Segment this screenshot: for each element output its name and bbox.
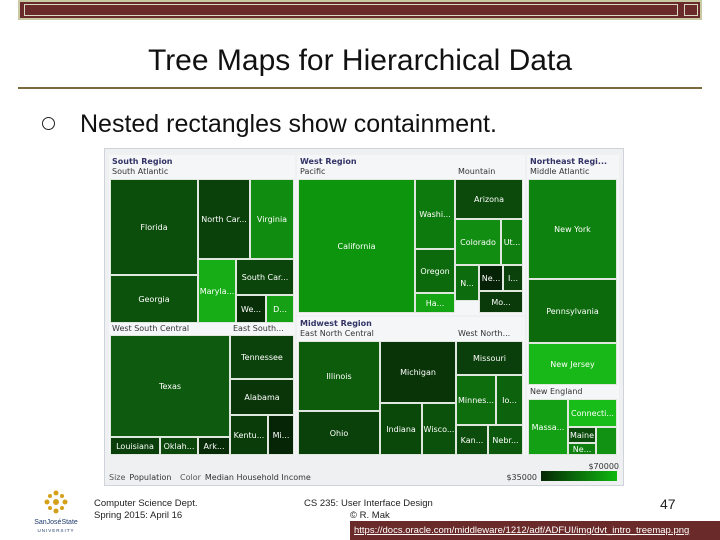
cell-north-carolina[interactable]: North Car... (198, 179, 250, 259)
title-bar-inner (24, 4, 678, 16)
legend-min: $35000 (506, 473, 537, 482)
region-northeast: Northeast Regi... Middle Atlantic New Yo… (527, 155, 619, 455)
subregion-south-atlantic: South Atlantic (112, 167, 169, 176)
subregion-pacific: Pacific (300, 167, 326, 176)
cell-arizona[interactable]: Arizona (455, 179, 523, 219)
cell-florida[interactable]: Florida (110, 179, 198, 275)
region-midwest: Midwest Region East North Central West N… (297, 317, 525, 455)
bullet-icon (42, 117, 55, 130)
subregion-east-north-central: East North Central (300, 329, 374, 338)
footer-left-1: Computer Science Dept. (94, 498, 198, 509)
cell-louisiana[interactable]: Louisiana (110, 437, 160, 455)
subregion-middle-atlantic: Middle Atlantic (530, 167, 590, 176)
region-west: West Region Pacific Mountain California … (297, 155, 525, 315)
cell-tennessee[interactable]: Tennessee (230, 335, 294, 379)
cell-massachusetts[interactable]: Massa... (528, 399, 568, 455)
cell-i[interactable]: I... (503, 265, 523, 291)
legend-max: $70000 (588, 462, 619, 471)
cell-connecticut[interactable]: Connecti... (568, 399, 617, 427)
subregion-new-england: New England (530, 387, 583, 396)
cell-illinois[interactable]: Illinois (298, 341, 380, 411)
footer-left-2: Spring 2015: April 16 (94, 510, 183, 521)
cell-mo2[interactable]: Mo... (479, 291, 523, 313)
cell-hawaii[interactable]: Ha... (415, 293, 455, 313)
cell-we[interactable]: We... (236, 295, 266, 323)
logo-text-2: UNIVERSITY (37, 528, 74, 533)
legend-color-value: Median Household Income (204, 473, 311, 482)
legend-gradient (541, 471, 617, 481)
cell-maryland[interactable]: Maryla... (198, 259, 236, 323)
treemap-legend: Size Population Color Median Household Inc… (109, 473, 317, 482)
subregion-west-south-central: West South Central (112, 324, 190, 333)
cell-iowa[interactable]: Io... (496, 375, 523, 425)
sjsu-logo: SanJoséState UNIVERSITY (34, 490, 78, 533)
legend-size-label: Size (109, 473, 126, 482)
cell-n[interactable]: N... (455, 265, 479, 301)
title-rule (18, 87, 702, 89)
region-south-label: South Region (112, 157, 173, 166)
footer-center-1: CS 235: User Interface Design (304, 498, 433, 509)
cell-texas[interactable]: Texas (110, 335, 230, 437)
cell-ne2[interactable]: Ne... (568, 443, 596, 455)
footer-center-2: © R. Mak (350, 510, 390, 521)
cell-vermont[interactable] (596, 427, 617, 455)
legend-size-value: Population (129, 473, 172, 482)
cell-mississippi[interactable]: Mi... (268, 415, 294, 455)
cell-ne[interactable]: Ne... (479, 265, 503, 291)
bullet-text: Nested rectangles show containment. (80, 110, 497, 138)
title-bar-square (684, 4, 698, 16)
cell-colorado[interactable]: Colorado (455, 219, 501, 265)
cell-new-jersey[interactable]: New Jersey (528, 343, 617, 385)
cell-pennsylvania[interactable]: Pennsylvania (528, 279, 617, 343)
legend-color-label: Color (180, 473, 201, 482)
cell-ohio[interactable]: Ohio (298, 411, 380, 455)
logo-text-1: SanJoséState (34, 519, 78, 526)
subregion-east-south: East South... (233, 324, 284, 333)
source-url-link[interactable]: https://docs.oracle.com/middleware/1212/… (350, 521, 720, 540)
cell-south-carolina[interactable]: South Car... (236, 259, 294, 295)
cell-d[interactable]: D... (266, 295, 294, 323)
cell-california[interactable]: California (298, 179, 415, 313)
cell-washington[interactable]: Washi... (415, 179, 455, 249)
cell-wisconsin[interactable]: Wisco... (422, 403, 456, 455)
region-west-label: West Region (300, 157, 357, 166)
cell-indiana[interactable]: Indiana (380, 403, 422, 455)
cell-georgia[interactable]: Georgia (110, 275, 198, 323)
cell-missouri[interactable]: Missouri (456, 341, 523, 375)
cell-michigan[interactable]: Michigan (380, 341, 456, 403)
region-northeast-label: Northeast Regi... (530, 157, 608, 166)
cell-maine[interactable]: Maine (568, 427, 596, 443)
subregion-mountain: Mountain (458, 167, 496, 176)
cell-kentucky[interactable]: Kentu... (230, 415, 268, 455)
cell-oklahoma[interactable]: Oklah... (160, 437, 198, 455)
title-bar (18, 0, 702, 20)
cell-arkansas[interactable]: Ark... (198, 437, 230, 455)
cell-utah[interactable]: Ut... (501, 219, 523, 265)
cell-nebraska[interactable]: Nebr... (488, 425, 523, 455)
cell-new-york[interactable]: New York (528, 179, 617, 279)
subregion-west-north: West North... (458, 329, 511, 338)
page-number: 47 (660, 496, 676, 512)
region-midwest-label: Midwest Region (300, 319, 372, 328)
slide-title: Tree Maps for Hierarchical Data (147, 44, 573, 77)
cell-oregon[interactable]: Oregon (415, 249, 455, 293)
cell-kansas[interactable]: Kan... (456, 425, 488, 455)
region-south: South Region South Atlantic Florida Nort… (109, 155, 295, 455)
treemap: South Region South Atlantic Florida Nort… (104, 148, 624, 486)
cell-minnesota[interactable]: Minnes... (456, 375, 496, 425)
cell-virginia[interactable]: Virginia (250, 179, 294, 259)
cell-alabama[interactable]: Alabama (230, 379, 294, 415)
